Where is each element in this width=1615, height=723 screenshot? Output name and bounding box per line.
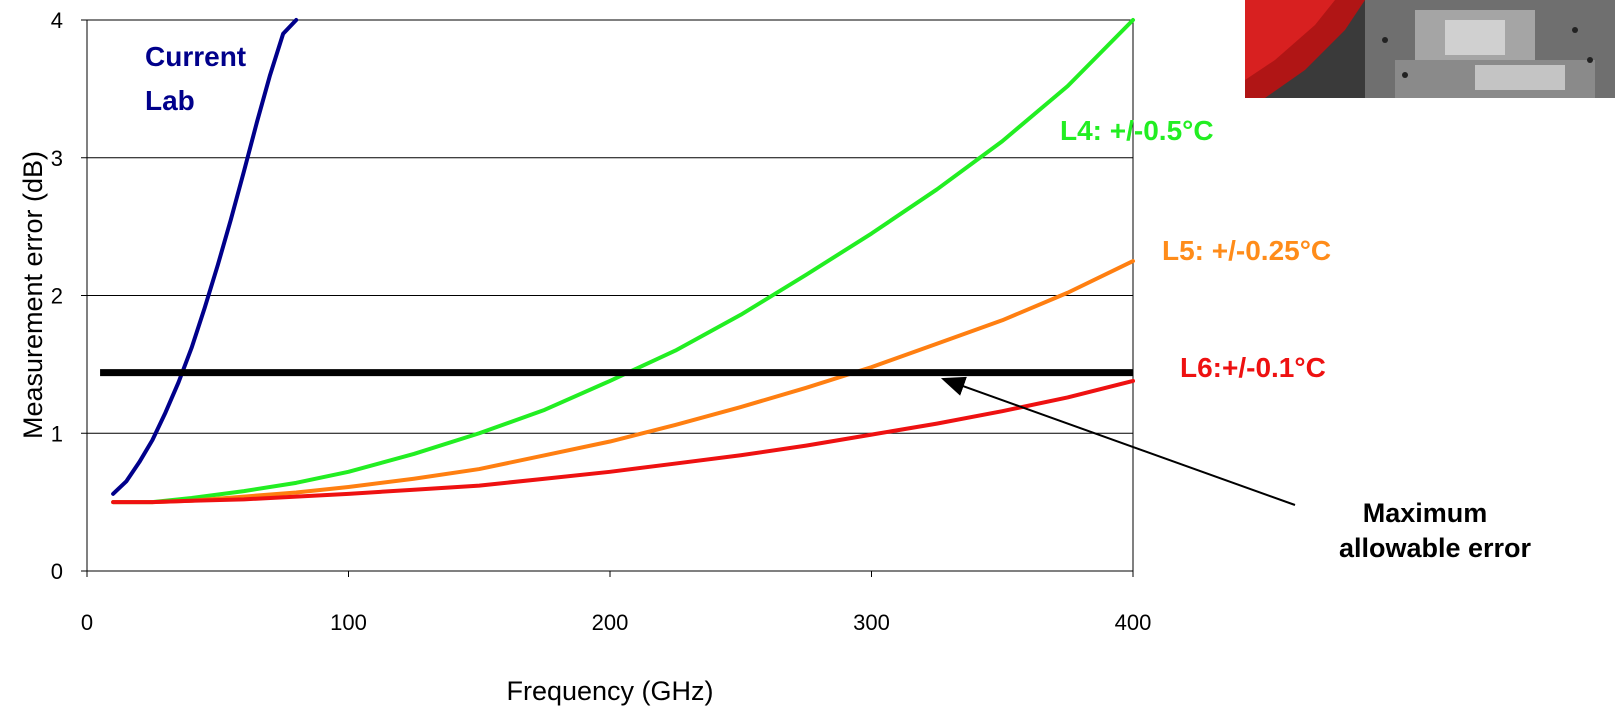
y-tick-labels: 0 1 2 3 4 (51, 8, 63, 584)
y-tick-label: 0 (51, 559, 63, 584)
series-lines (111, 18, 1135, 505)
series-line-3 (111, 378, 1135, 505)
series-label-current-lab-line1: Current (145, 41, 246, 72)
axes (81, 19, 1134, 577)
x-tick-label: 0 (81, 610, 93, 635)
series-line-1 (111, 18, 1135, 505)
x-tick-label: 400 (1115, 610, 1152, 635)
threshold-group (100, 369, 1296, 506)
lab-photo-image (1245, 0, 1615, 98)
threshold-annotation-line2: allowable error (1339, 533, 1532, 563)
grid-lines (87, 19, 1133, 434)
series-label-current-lab-line2: Lab (145, 85, 195, 116)
series-line-0 (111, 18, 299, 496)
series-label-l5: L5: +/-0.25°C (1162, 235, 1331, 266)
y-tick-label: 3 (51, 146, 63, 171)
x-tick-label: 100 (330, 610, 367, 635)
lab-photo (1245, 0, 1615, 98)
x-axis-title: Frequency (GHz) (506, 676, 713, 706)
threshold-arrow (940, 376, 1296, 506)
y-tick-label: 4 (51, 8, 63, 33)
threshold-annotation-line1: Maximum (1363, 498, 1488, 528)
y-tick-label: 2 (51, 284, 63, 309)
x-tick-label: 200 (592, 610, 629, 635)
series-label-l4: L4: +/-0.5°C (1060, 115, 1214, 146)
x-tick-labels: 0 100 200 300 400 (81, 610, 1151, 635)
series-line-2 (111, 259, 1135, 505)
y-axis-title: Measurement error (dB) (18, 151, 48, 439)
series-label-l6: L6:+/-0.1°C (1180, 352, 1326, 383)
y-tick-label: 1 (51, 421, 63, 446)
x-tick-label: 300 (853, 610, 890, 635)
